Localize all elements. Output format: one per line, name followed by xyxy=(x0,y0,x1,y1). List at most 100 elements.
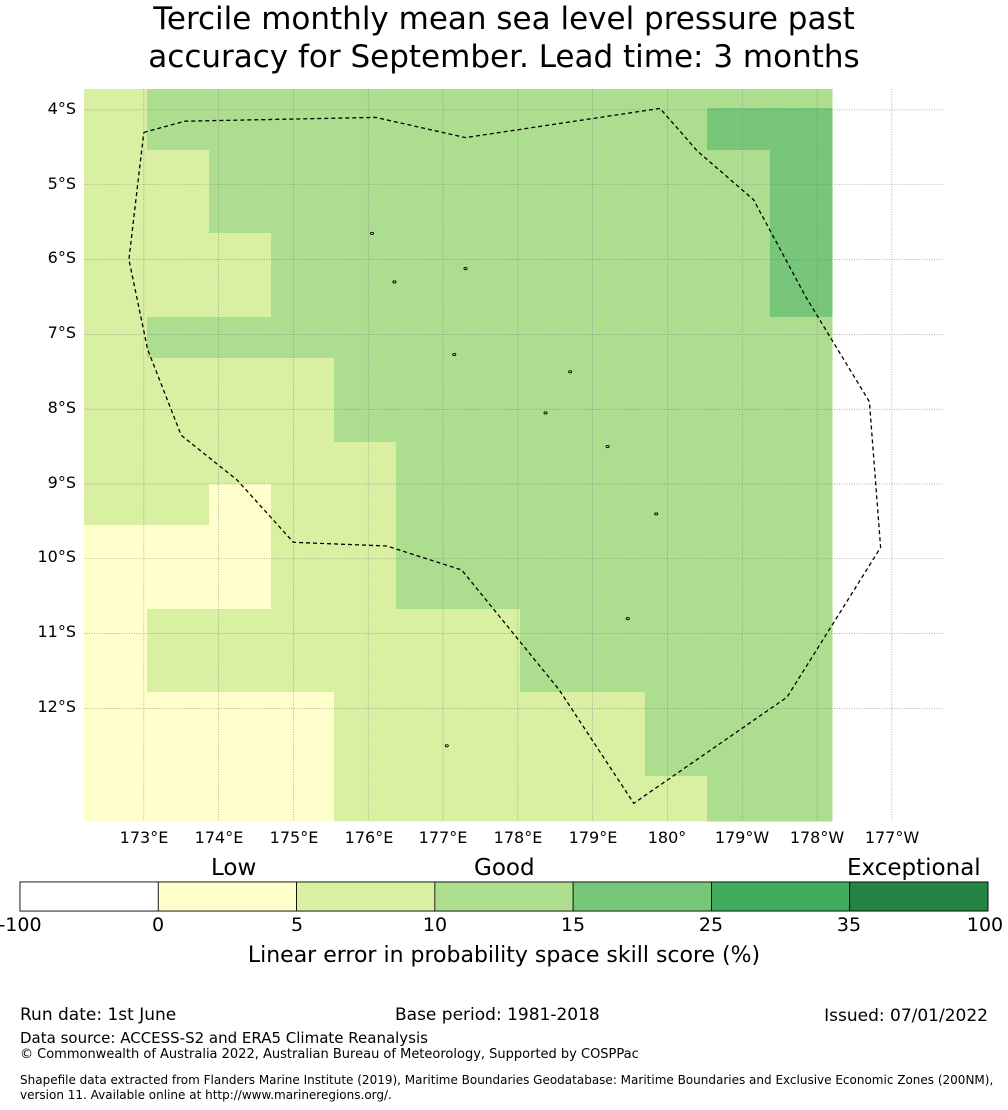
graticule xyxy=(84,89,944,821)
colorbar-segment xyxy=(157,881,297,912)
grid-cell xyxy=(770,108,833,151)
grid-cell xyxy=(271,651,335,693)
grid-cell xyxy=(271,567,335,610)
grid-cell xyxy=(707,442,771,485)
grid-cell xyxy=(583,651,646,693)
grid-cell xyxy=(334,358,397,401)
grid-cell xyxy=(209,233,272,276)
grid-cell xyxy=(458,776,521,819)
colorbar-category-exceptional: Exceptional xyxy=(847,855,981,881)
grid-cell xyxy=(707,776,771,819)
grid-cell xyxy=(583,442,646,485)
grid-cell xyxy=(583,191,646,234)
colorbar-title: Linear error in probability space skill … xyxy=(247,943,761,968)
grid-cell xyxy=(770,609,833,652)
grid-cell xyxy=(209,400,272,443)
grid-cell xyxy=(520,358,584,401)
lat-label-9s: 9°S xyxy=(47,473,76,492)
grid-cell xyxy=(645,108,708,151)
grid-cell xyxy=(147,818,210,822)
grid-cell xyxy=(147,150,210,192)
grid-cell xyxy=(396,275,459,318)
island-outline xyxy=(444,744,449,748)
grid-cell xyxy=(396,818,459,822)
grid-cell xyxy=(458,525,521,568)
grid-cell xyxy=(520,525,584,568)
island-outline xyxy=(568,370,573,374)
grid-cell xyxy=(770,358,833,401)
grid-cell xyxy=(645,609,708,652)
grid-cell xyxy=(147,442,210,485)
colorbar-segment xyxy=(19,881,159,912)
grid-cell xyxy=(645,89,708,109)
island-outline xyxy=(654,512,659,516)
island-outline xyxy=(605,444,610,449)
grid-cell xyxy=(458,692,521,735)
grid-cell xyxy=(334,776,397,819)
grid-cell xyxy=(770,567,833,610)
map-title: Tercile monthly mean sea level pressure … xyxy=(0,0,1008,76)
grid-cell xyxy=(209,358,272,401)
title-line-1: Tercile monthly mean sea level pressure … xyxy=(153,1,855,37)
grid-cell xyxy=(334,400,397,443)
grid-cell xyxy=(770,776,833,819)
grid-cell xyxy=(645,776,708,819)
lon-label-178w: 178°W xyxy=(789,828,845,847)
grid-cell xyxy=(770,150,833,192)
grid-cell xyxy=(583,150,646,192)
grid-cell xyxy=(770,734,833,777)
grid-cell xyxy=(271,317,335,359)
grid-cell xyxy=(520,317,584,359)
grid-cell xyxy=(645,233,708,276)
grid-cell xyxy=(770,317,833,359)
grid-cell xyxy=(583,818,646,822)
grid-cell xyxy=(645,442,708,485)
island-outline xyxy=(625,617,630,621)
grid-cell xyxy=(520,651,584,693)
grid-cell xyxy=(271,734,335,777)
grid-cell xyxy=(707,400,771,443)
grid-cell xyxy=(520,400,584,443)
grid-cell xyxy=(645,275,708,318)
lat-label-10s: 10°S xyxy=(37,547,76,566)
grid-cell xyxy=(707,734,771,777)
run-date: Run date: 1st June xyxy=(20,1005,177,1025)
grid-cell xyxy=(271,275,335,318)
grid-cell xyxy=(334,89,397,109)
grid-cell xyxy=(84,525,148,568)
grid-cell xyxy=(396,108,459,151)
grid-cell xyxy=(147,609,210,652)
grid-cell xyxy=(645,150,708,192)
grid-cell xyxy=(84,317,148,359)
grid-cell xyxy=(707,108,771,151)
grid-cell xyxy=(84,734,148,777)
grid-cell xyxy=(645,734,708,777)
grid-cell xyxy=(707,484,771,526)
grid-cell xyxy=(458,734,521,777)
grid-cell xyxy=(84,692,148,735)
grid-cell xyxy=(209,89,272,109)
colorbar-segment xyxy=(849,881,989,912)
grid-cell xyxy=(520,692,584,735)
grid-cell xyxy=(334,275,397,318)
island-outline xyxy=(452,352,457,357)
colorbar-segment xyxy=(711,881,851,912)
title-line-2: accuracy for September. Lead time: 3 mon… xyxy=(148,39,860,75)
grid-cell xyxy=(84,358,148,401)
grid-cell xyxy=(707,567,771,610)
grid-cell xyxy=(209,191,272,234)
grid-cell xyxy=(209,525,272,568)
colorbar-tick-25: 25 xyxy=(698,914,724,936)
grid-cell xyxy=(458,191,521,234)
lon-label-177e: 177°E xyxy=(418,828,468,847)
grid-cell xyxy=(520,150,584,192)
grid-cell xyxy=(396,567,459,610)
grid-cell xyxy=(458,567,521,610)
grid-cell xyxy=(271,484,335,526)
island-outline xyxy=(369,231,375,235)
grid-cell xyxy=(707,150,771,192)
grid-cell xyxy=(334,609,397,652)
grid-cell xyxy=(396,484,459,526)
grid-cell xyxy=(458,442,521,485)
